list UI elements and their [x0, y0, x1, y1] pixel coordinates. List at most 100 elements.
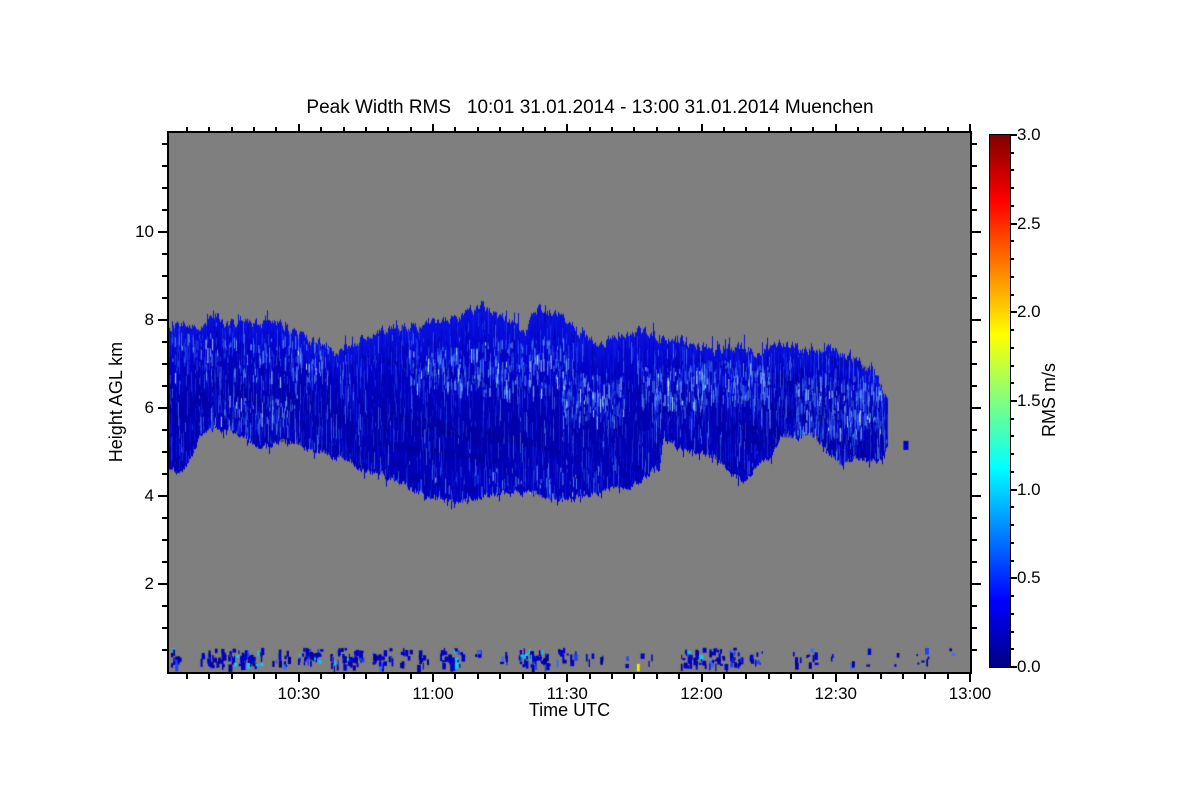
y-axis-major-tick [158, 231, 167, 233]
x-axis-top-minor-tick [409, 127, 412, 131]
x-axis-minor-tick [790, 674, 792, 679]
colorbar-major-tick [1011, 134, 1017, 136]
colorbar-major-tick [1011, 666, 1017, 668]
x-axis-major-tick [566, 674, 569, 682]
y-axis-right-minor-tick [972, 473, 977, 475]
x-axis-top-major-tick [969, 124, 971, 131]
x-axis-top-minor-tick [767, 127, 770, 131]
y-axis-minor-tick [162, 253, 167, 255]
x-axis-top-minor-tick [454, 127, 457, 131]
x-axis-top-minor-tick [499, 127, 502, 131]
x-axis-minor-tick [767, 674, 770, 679]
x-axis-major-tick [297, 674, 300, 682]
x-axis-top-major-tick [834, 124, 837, 131]
x-axis-tick-label: 13:00 [948, 684, 992, 703]
y-axis-minor-tick [162, 451, 167, 453]
heatmap-canvas [169, 133, 970, 672]
x-axis-top-minor-tick [879, 127, 882, 131]
x-axis-minor-tick [521, 674, 524, 679]
colorbar-tick-label: 0.5 [1017, 568, 1041, 588]
y-axis-right-minor-tick [972, 341, 977, 343]
x-axis-minor-tick [745, 674, 748, 679]
colorbar-major-tick [1011, 577, 1017, 580]
colorbar-minor-tick [1011, 258, 1014, 261]
x-axis-tick-label: 11:00 [412, 684, 454, 703]
plot-frame [167, 131, 972, 674]
y-axis-minor-tick [162, 385, 167, 387]
x-axis-minor-tick [946, 674, 949, 679]
colorbar-tick-label: 2.5 [1017, 213, 1041, 233]
x-axis-major-tick [700, 674, 703, 682]
y-axis-right-major-tick [972, 583, 981, 585]
colorbar-major-tick [1011, 311, 1017, 314]
colorbar-minor-tick [1011, 275, 1014, 278]
y-axis-right-minor-tick [972, 649, 977, 651]
y-axis-minor-tick [162, 561, 167, 563]
colorbar-title: RMS m/s [1039, 363, 1059, 437]
colorbar-minor-tick [1011, 559, 1014, 562]
colorbar-minor-tick [1011, 506, 1014, 509]
x-axis-top-minor-tick [678, 127, 681, 131]
x-axis-top-major-tick [566, 124, 569, 131]
x-axis-minor-tick [901, 674, 904, 679]
x-axis-minor-tick [387, 674, 390, 679]
y-axis-tick-label: 8 [144, 310, 154, 329]
y-axis-title: Height AGL km [106, 341, 126, 463]
y-axis-right-minor-tick [972, 297, 977, 299]
x-axis-top-minor-tick [633, 127, 636, 131]
x-axis-minor-tick [722, 674, 725, 679]
x-axis-minor-tick [499, 674, 502, 679]
y-axis-minor-tick [162, 297, 167, 299]
x-axis-top-minor-tick [275, 127, 278, 131]
x-axis-top-minor-tick [924, 127, 927, 131]
x-axis-top-minor-tick [745, 127, 748, 131]
x-axis-top-minor-tick [342, 127, 345, 131]
y-axis-minor-tick [162, 143, 167, 145]
x-axis-minor-tick [409, 674, 412, 679]
y-axis-major-tick [158, 495, 167, 497]
x-axis-tick-label: 12:30 [814, 684, 858, 703]
x-axis-top-minor-tick [588, 127, 591, 131]
colorbar-minor-tick [1011, 151, 1014, 154]
y-axis-right-minor-tick [972, 605, 977, 607]
x-axis-major-tick [834, 674, 837, 682]
y-axis-right-minor-tick [972, 165, 977, 167]
colorbar-minor-tick [1011, 169, 1014, 172]
y-axis-tick-label: 2 [144, 574, 154, 593]
colorbar-minor-tick [1011, 630, 1014, 633]
x-axis-minor-tick [543, 674, 546, 679]
x-axis-minor-tick [454, 674, 457, 679]
colorbar-minor-tick [1011, 595, 1014, 598]
colorbar-major-tick [1011, 488, 1017, 491]
y-axis-right-major-tick [972, 231, 981, 233]
y-axis-minor-tick [162, 187, 167, 189]
x-axis-tick-label: 10:30 [277, 684, 321, 703]
x-axis-minor-tick [924, 674, 927, 679]
x-axis-minor-tick [611, 674, 613, 679]
y-axis-minor-tick [162, 209, 167, 211]
x-axis-minor-tick [253, 674, 256, 679]
x-axis-top-minor-tick [521, 127, 524, 131]
x-axis-top-minor-tick [230, 127, 233, 131]
x-axis-top-minor-tick [253, 127, 256, 131]
y-axis-minor-tick [162, 649, 167, 651]
y-axis-tick-label: 4 [144, 486, 154, 505]
x-axis-major-tick [969, 674, 971, 682]
colorbar-minor-tick [1011, 648, 1014, 651]
y-axis-right-minor-tick [972, 209, 977, 211]
x-axis-minor-tick [230, 674, 233, 679]
colorbar-major-tick [1011, 222, 1017, 225]
x-axis-minor-tick [678, 674, 681, 679]
x-axis-top-minor-tick [790, 127, 792, 131]
x-axis-top-minor-tick [543, 127, 546, 131]
colorbar-minor-tick [1011, 453, 1014, 456]
y-axis-right-minor-tick [972, 143, 977, 145]
x-axis-minor-tick [320, 674, 323, 679]
x-axis-minor-tick [185, 674, 188, 679]
colorbar-minor-tick [1011, 417, 1014, 420]
x-axis-top-minor-tick [611, 127, 613, 131]
y-axis-minor-tick [162, 627, 167, 629]
y-axis-right-minor-tick [972, 275, 977, 277]
x-axis-top-minor-tick [364, 127, 367, 131]
